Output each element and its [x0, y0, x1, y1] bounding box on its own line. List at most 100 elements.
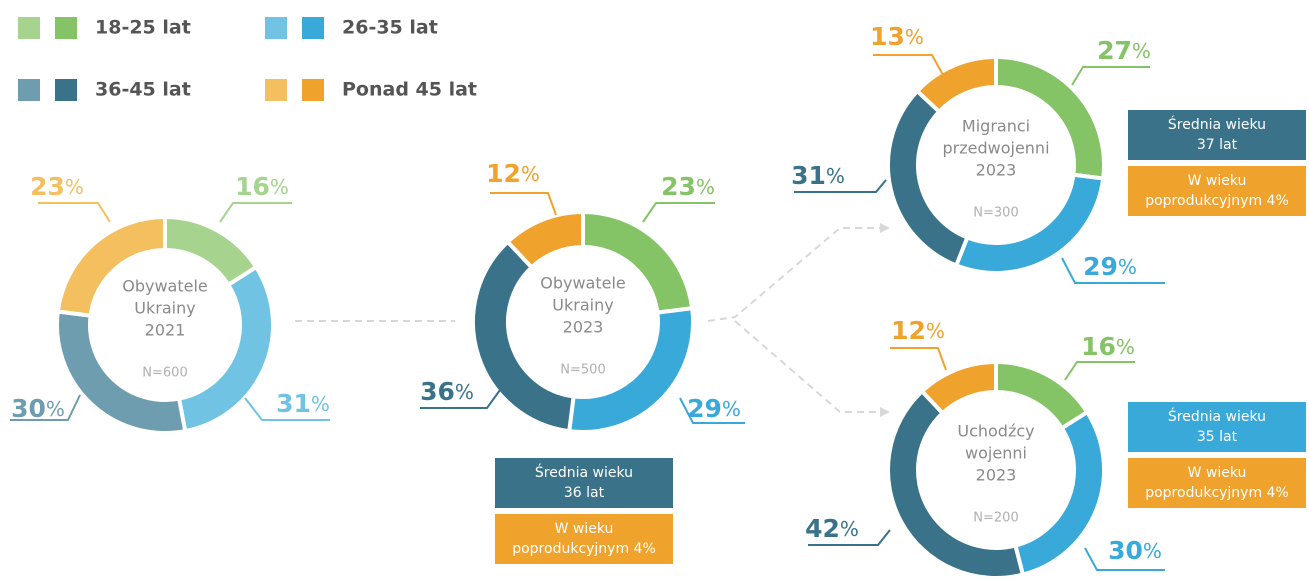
donut-segment: [471, 238, 576, 434]
percent-value: 30: [1108, 536, 1143, 565]
note-box: [1128, 110, 1306, 160]
percent-value: 23: [661, 172, 696, 201]
percent-label: 42%: [805, 514, 859, 543]
connector: [707, 227, 880, 322]
donut-segment: [994, 359, 1090, 431]
center-n: N=600: [142, 366, 187, 381]
leader-line: [1084, 547, 1165, 571]
percent-unit: %: [1116, 335, 1135, 359]
note-text: poprodukcyjnym 4%: [1145, 485, 1289, 501]
percent-label: 16%: [1081, 332, 1135, 361]
leader-line: [1064, 361, 1135, 381]
note-text: 36 lat: [564, 485, 605, 501]
note-text: W wieku: [1188, 465, 1247, 481]
percent-value: 23: [30, 172, 65, 201]
percent-unit: %: [1132, 39, 1151, 63]
percent-value: 12: [891, 316, 926, 345]
legend-label: 18-25 lat: [95, 17, 191, 39]
donut-segment: [504, 209, 585, 271]
note-text: W wieku: [1188, 173, 1247, 189]
percent-label: 16%: [235, 172, 289, 201]
legend-swatch: [55, 17, 77, 39]
note-box: [495, 458, 673, 508]
note-text: W wieku: [555, 521, 614, 537]
percent-unit: %: [926, 319, 945, 343]
percent-label: 30%: [1108, 536, 1162, 565]
note-text: Średnia wieku: [1168, 407, 1266, 425]
note-text: 35 lat: [1197, 429, 1238, 445]
connector: [734, 320, 880, 413]
center-title: Ukrainy: [134, 299, 195, 318]
leader-line: [890, 347, 947, 371]
note-text: poprodukcyjnym 4%: [512, 541, 656, 557]
legend-swatch: [18, 17, 40, 39]
leader-line: [679, 397, 745, 424]
legend-label: Ponad 45 lat: [342, 79, 477, 101]
percent-value: 31: [276, 389, 311, 418]
center-title: 2023: [976, 466, 1017, 485]
percent-label: 29%: [687, 394, 741, 423]
percent-label: 30%: [11, 394, 65, 423]
percent-unit: %: [455, 380, 474, 404]
note-box: [1128, 166, 1306, 216]
arrow-head: [880, 223, 890, 233]
percent-value: 16: [1081, 332, 1116, 361]
note-text: 37 lat: [1197, 137, 1238, 153]
center-title: Obywatele: [540, 274, 626, 293]
percent-unit: %: [521, 162, 540, 186]
percent-unit: %: [1118, 255, 1137, 279]
percent-label: 13%: [870, 22, 924, 51]
legend-swatch: [265, 17, 287, 39]
legend-swatch: [302, 17, 324, 39]
center-title: Obywatele: [122, 277, 208, 296]
leader-line: [490, 192, 557, 216]
center-title: 2021: [145, 321, 186, 340]
center-title: 2023: [563, 318, 604, 337]
percent-label: 12%: [891, 316, 945, 345]
center-n: N=200: [973, 511, 1018, 526]
center-title: Uchodźcy: [957, 422, 1034, 441]
center-title: Migranci: [962, 117, 1030, 136]
legend-label: 26-35 lat: [342, 17, 438, 39]
legend-label: 36-45 lat: [95, 79, 191, 101]
leader-line: [794, 179, 887, 193]
legend-swatch: [265, 79, 287, 101]
legend-swatch: [55, 79, 77, 101]
percent-unit: %: [311, 392, 330, 416]
percent-unit: %: [826, 164, 845, 188]
donut-segment: [886, 388, 1026, 580]
percent-value: 29: [687, 394, 722, 423]
percent-value: 27: [1097, 36, 1132, 65]
percent-label: 31%: [276, 389, 330, 418]
center-title: Ukrainy: [552, 296, 613, 315]
leader-line: [1061, 257, 1165, 284]
percent-value: 16: [235, 172, 270, 201]
legend-swatch: [18, 79, 40, 101]
percent-unit: %: [1143, 539, 1162, 563]
percent-unit: %: [840, 517, 859, 541]
center-n: N=500: [560, 363, 605, 378]
percent-label: 23%: [661, 172, 715, 201]
percent-value: 29: [1083, 252, 1118, 281]
percent-value: 36: [420, 377, 455, 406]
percent-unit: %: [46, 397, 65, 421]
center-n: N=300: [973, 206, 1018, 221]
leader-line: [244, 397, 330, 421]
note-box: [1128, 402, 1306, 452]
leader-line: [1071, 66, 1150, 86]
percent-unit: %: [65, 175, 84, 199]
leader-line: [38, 202, 111, 223]
percent-value: 30: [11, 394, 46, 423]
donut-segment: [886, 88, 970, 269]
percent-value: 12: [486, 159, 521, 188]
leader-line: [808, 529, 891, 546]
percent-value: 42: [805, 514, 840, 543]
leader-line: [219, 202, 292, 223]
percent-label: 31%: [791, 161, 845, 190]
arrow-head: [880, 407, 890, 417]
note-box: [1128, 458, 1306, 508]
leader-line: [642, 202, 715, 223]
donut-segment: [919, 359, 998, 416]
percent-value: 31: [791, 161, 826, 190]
